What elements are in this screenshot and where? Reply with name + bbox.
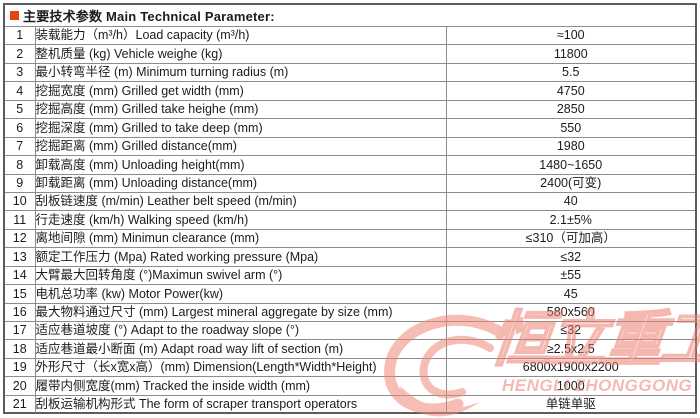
- param-label: 外形尺寸（长x宽x高）(mm) Dimension(Length*Width*H…: [35, 358, 447, 378]
- param-value: ≤32: [446, 247, 695, 267]
- param-value: 40: [446, 192, 695, 212]
- row-number: 14: [5, 266, 36, 286]
- table-row: 13 额定工作压力 (Mpa) Rated working pressure (M…: [5, 247, 695, 267]
- param-label: 电机总功率 (kw) Motor Power(kw): [35, 284, 447, 304]
- table-row: 4 挖掘宽度 (mm) Grilled get width (mm) 4750: [5, 81, 695, 101]
- row-number: 19: [5, 358, 36, 378]
- param-label: 适应巷道坡度 (°) Adapt to the roadway slope (°…: [35, 321, 447, 341]
- param-label: 履带内侧宽度(mm) Tracked the inside width (mm): [35, 376, 447, 396]
- param-value: 45: [446, 284, 695, 304]
- param-label: 最小转弯半径 (m) Minimum turning radius (m): [35, 63, 447, 83]
- param-value: ≈100: [446, 27, 695, 46]
- param-label: 额定工作压力 (Mpa) Rated working pressure (Mpa…: [35, 247, 447, 267]
- row-number: 16: [5, 303, 36, 323]
- param-label: 整机质量 (kg) Vehicle weighe (kg): [35, 44, 447, 64]
- param-label: 卸载距离 (mm) Unloading distance(mm): [35, 174, 447, 193]
- table-row: 8 卸载高度 (mm) Unloading height(mm) 1480~1650: [5, 155, 695, 175]
- param-label: 挖掘宽度 (mm) Grilled get width (mm): [35, 81, 447, 101]
- param-value: 2.1±5%: [446, 210, 695, 230]
- row-number: 9: [5, 174, 36, 193]
- table-row: 9 卸载距离 (mm) Unloading distance(mm) 2400(可变…: [5, 174, 695, 193]
- spec-table-body: 1 装载能力（m³/h）Load capacity (m³/h) ≈100 2 整机质量…: [5, 27, 695, 414]
- table-row: 21 刮板运输机构形式 The form of scraper transport…: [5, 395, 695, 414]
- param-label: 离地间隙 (mm) Minimun clearance (mm): [35, 229, 447, 249]
- param-value: 4750: [446, 81, 695, 101]
- table-row: 14 大臂最大回转角度 (°)Maximun swivel arm (°) ±55: [5, 266, 695, 286]
- table-row: 7 挖掘距离 (mm) Grilled distance(mm) 1980: [5, 137, 695, 157]
- param-label: 刮板运输机构形式 The form of scraper transport o…: [35, 395, 447, 414]
- param-value: 1480~1650: [446, 155, 695, 175]
- param-value: ±55: [446, 266, 695, 286]
- param-value: ≤32: [446, 321, 695, 341]
- param-label: 挖掘高度 (mm) Grilled take heighe (mm): [35, 100, 447, 120]
- spec-table-frame: 主要技术参数 Main Technical Parameter: 1 装载能力（m…: [3, 3, 697, 414]
- row-number: 3: [5, 63, 36, 83]
- param-value: 单链单驱: [545, 397, 596, 412]
- table-row: 11 行走速度 (km/h) Walking speed (km/h) 2.1±5%: [5, 210, 695, 230]
- table-row: 3 最小转弯半径 (m) Minimum turning radius (m) 5.…: [5, 63, 695, 83]
- table-row: 5 挖掘高度 (mm) Grilled take heighe (mm) 2850: [5, 100, 695, 120]
- row-number: 7: [5, 137, 36, 157]
- table-row: 17 适应巷道坡度 (°) Adapt to the roadway slope …: [5, 321, 695, 341]
- table-row: 2 整机质量 (kg) Vehicle weighe (kg) 11800: [5, 44, 695, 64]
- param-value: 1980: [446, 137, 695, 157]
- row-number: 5: [5, 100, 36, 120]
- param-label: 行走速度 (km/h) Walking speed (km/h): [35, 210, 447, 230]
- row-number: 2: [5, 44, 36, 64]
- table-row: 18 适应巷道最小断面 (m) Adapt road way lift of se…: [5, 339, 695, 359]
- table-row: 10 刮板链速度 (m/min) Leather belt speed (m/mi…: [5, 192, 695, 212]
- row-number: 20: [5, 376, 36, 396]
- title-bullet-icon: [10, 11, 19, 20]
- param-value: 580x560: [446, 303, 695, 323]
- param-value: 2850: [446, 100, 695, 120]
- table-row: 1 装载能力（m³/h）Load capacity (m³/h) ≈100: [5, 27, 695, 46]
- table-row: 15 电机总功率 (kw) Motor Power(kw) 45: [5, 284, 695, 304]
- param-label: 最大物料通过尺寸 (mm) Largest mineral aggregate …: [35, 303, 447, 323]
- row-number: 13: [5, 247, 36, 267]
- row-number: 10: [5, 192, 36, 212]
- spec-table: 1 装载能力（m³/h）Load capacity (m³/h) ≈100 2 整机质量…: [5, 27, 695, 414]
- param-value: 2400(可变): [446, 174, 695, 193]
- row-number: 12: [5, 229, 36, 249]
- param-value: ≥2.5x2.5: [446, 339, 695, 359]
- param-value: 550: [446, 118, 695, 138]
- row-number: 1: [5, 27, 36, 46]
- row-number: 21: [5, 395, 36, 414]
- param-value: ≤310（可加高）: [446, 229, 695, 249]
- table-row: 20 履带内侧宽度(mm) Tracked the inside width (m…: [5, 376, 695, 396]
- table-row: 19 外形尺寸（长x宽x高）(mm) Dimension(Length*Width…: [5, 358, 695, 378]
- table-title-row: 主要技术参数 Main Technical Parameter:: [5, 5, 695, 27]
- param-value: 6800x1900x2200: [446, 358, 695, 378]
- param-label: 刮板链速度 (m/min) Leather belt speed (m/min): [35, 192, 447, 212]
- param-label: 挖掘距离 (mm) Grilled distance(mm): [35, 137, 447, 157]
- param-label: 卸载高度 (mm) Unloading height(mm): [35, 155, 447, 175]
- row-number: 18: [5, 339, 36, 359]
- param-value: 5.5: [446, 63, 695, 83]
- row-number: 6: [5, 118, 36, 138]
- param-value: 11800: [446, 44, 695, 64]
- param-value: 1000: [446, 376, 695, 396]
- row-number: 11: [5, 210, 36, 230]
- row-number: 17: [5, 321, 36, 341]
- param-label: 适应巷道最小断面 (m) Adapt road way lift of sect…: [35, 339, 447, 359]
- param-label: 挖掘深度 (mm) Grilled to take deep (mm): [35, 118, 447, 138]
- table-row: 12 离地间隙 (mm) Minimun clearance (mm) ≤310（可…: [5, 229, 695, 249]
- table-title: 主要技术参数 Main Technical Parameter:: [23, 9, 275, 24]
- row-number: 8: [5, 155, 36, 175]
- param-label: 大臂最大回转角度 (°)Maximun swivel arm (°): [35, 266, 447, 286]
- param-label: 装载能力（m³/h）Load capacity (m³/h): [35, 27, 447, 46]
- row-number: 15: [5, 284, 36, 304]
- row-number: 4: [5, 81, 36, 101]
- table-row: 6 挖掘深度 (mm) Grilled to take deep (mm) 550: [5, 118, 695, 138]
- table-row: 16 最大物料通过尺寸 (mm) Largest mineral aggregat…: [5, 303, 695, 323]
